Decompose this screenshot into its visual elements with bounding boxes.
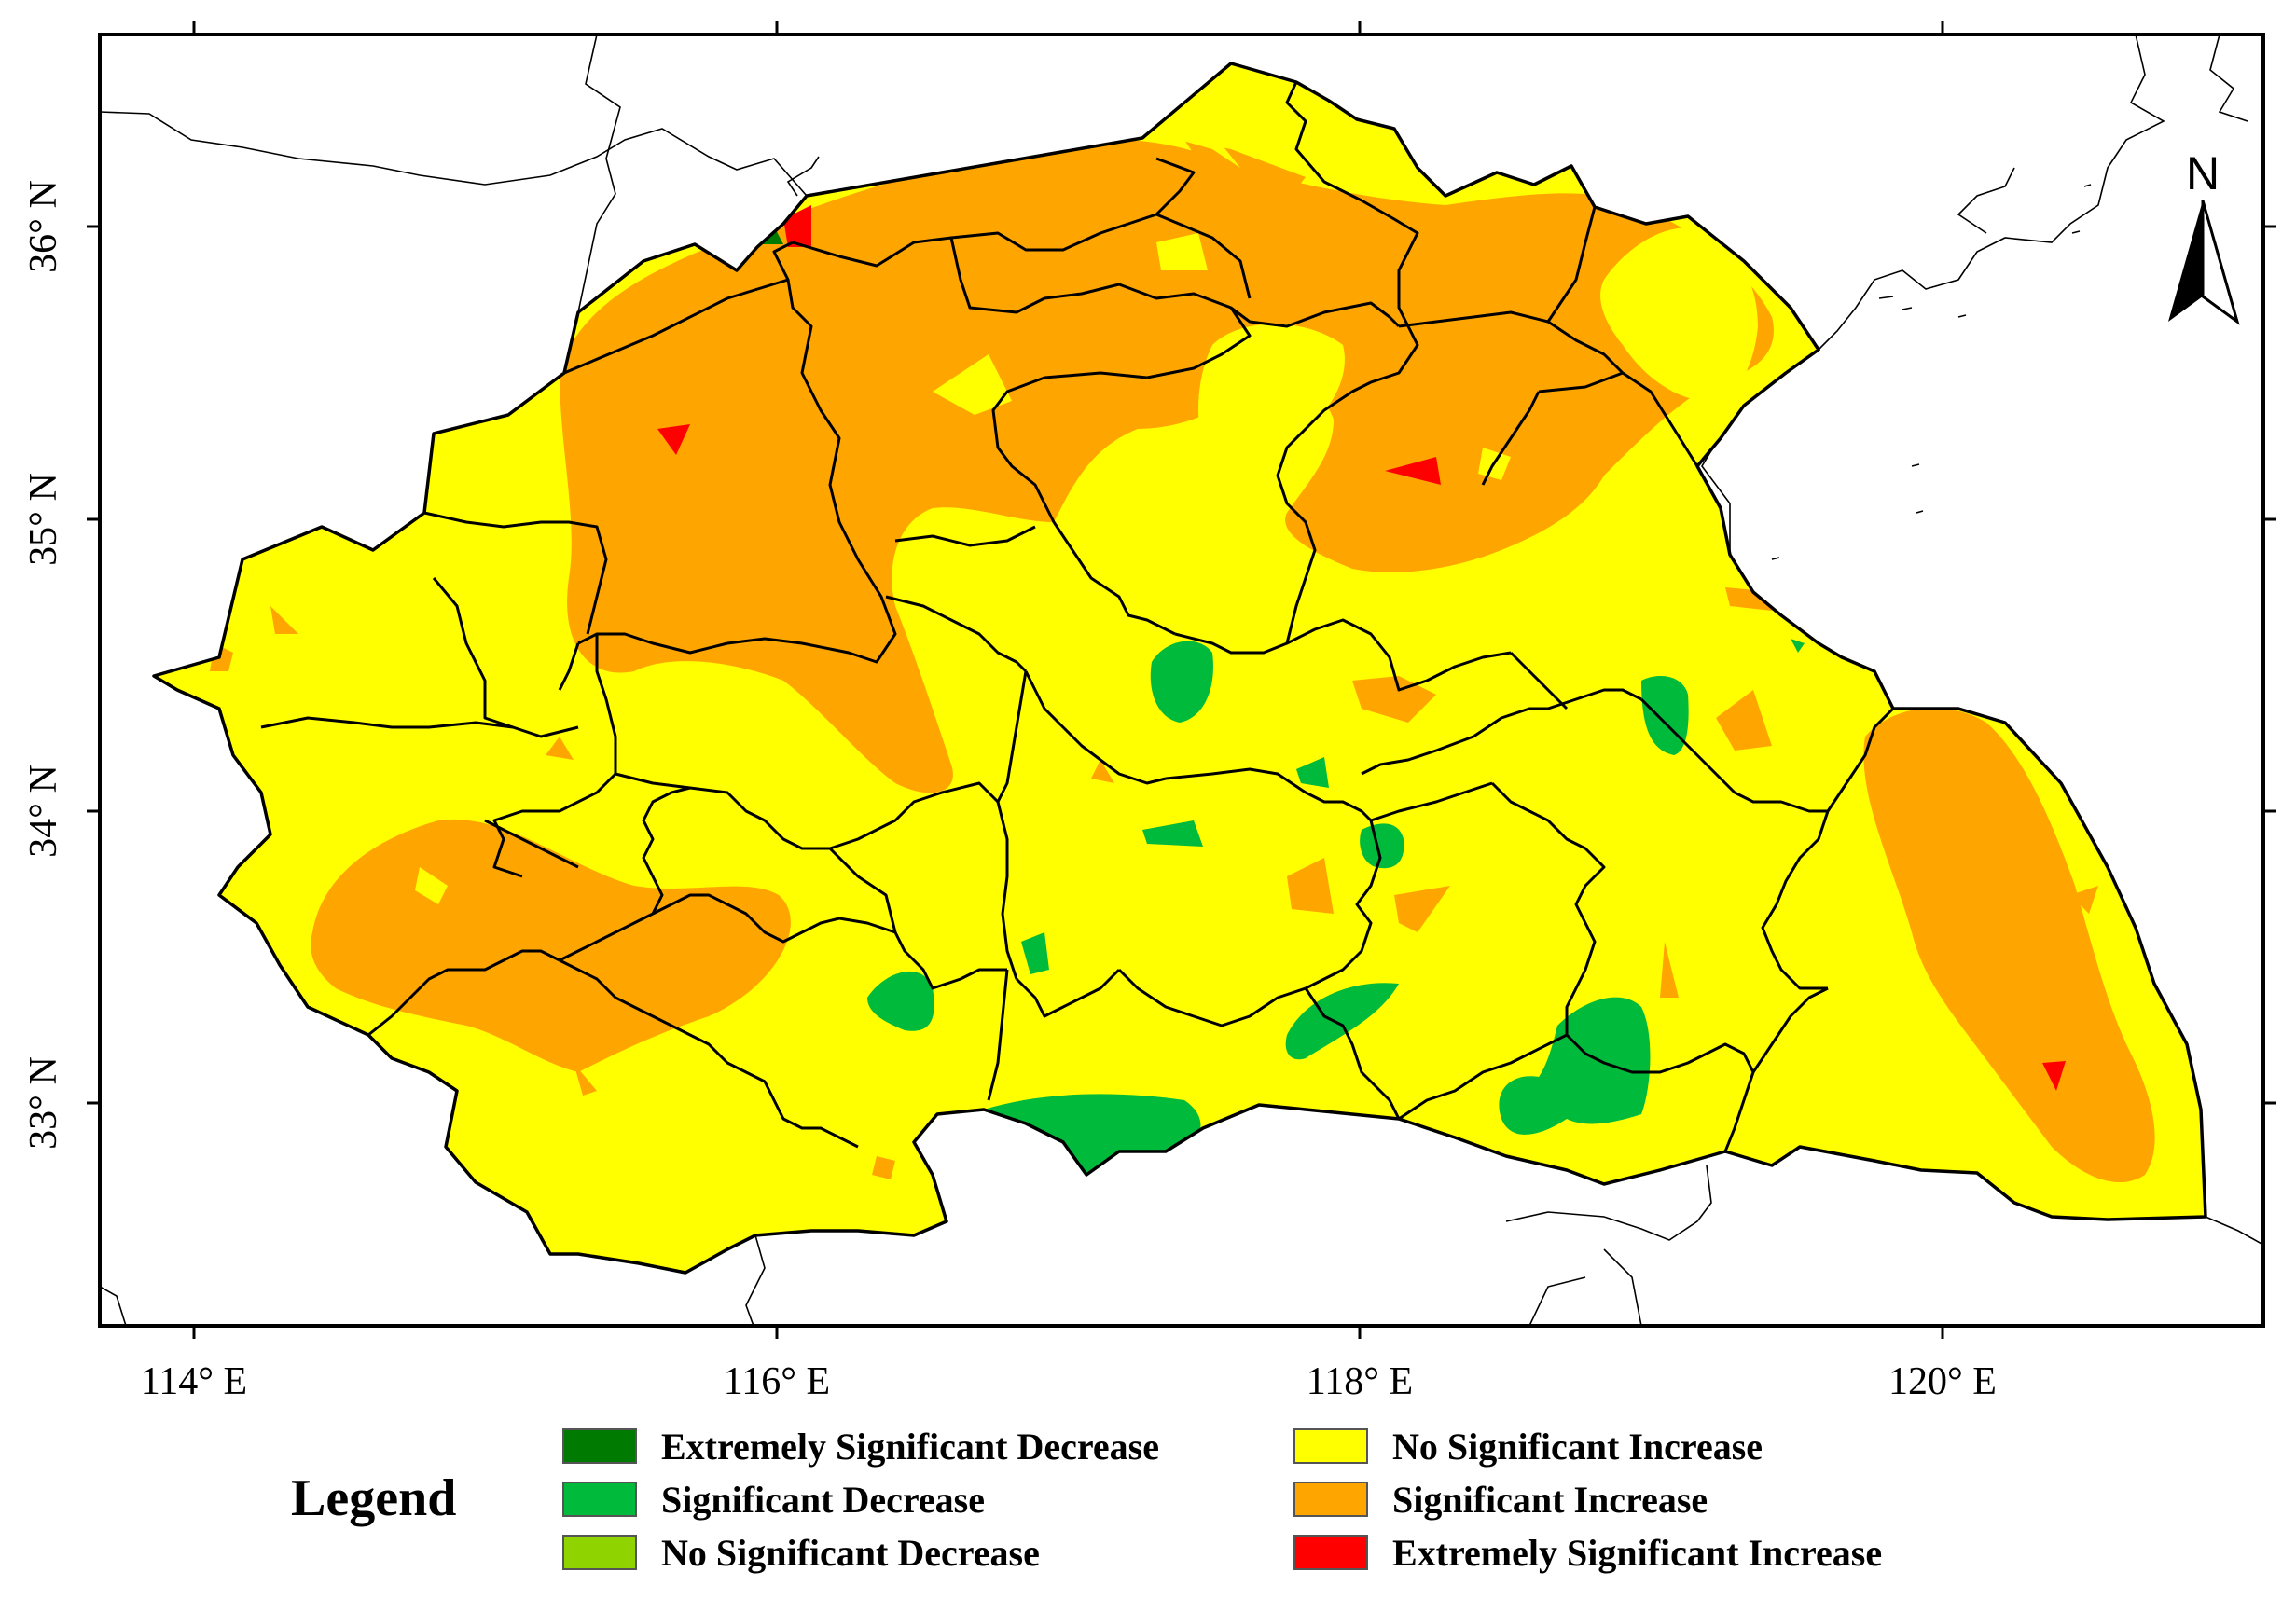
legend-title: Legend — [291, 1469, 457, 1527]
legend-item: Significant Decrease — [562, 1478, 985, 1521]
legend-item: Extremely Significant Increase — [1293, 1531, 1882, 1574]
legend-label: Significant Decrease — [661, 1478, 985, 1521]
legend-label: Extremely Significant Decrease — [661, 1425, 1159, 1468]
x-tick-label: 114° E — [141, 1360, 247, 1403]
x-tick-label: 116° E — [724, 1360, 830, 1403]
prefecture-boundaries — [260, 81, 1895, 1152]
legend-item: No Significant Decrease — [562, 1531, 1040, 1574]
increase-zone-north — [560, 139, 1774, 793]
legend-swatch — [562, 1482, 637, 1517]
y-tick-label: 33° N — [22, 1056, 65, 1150]
legend-item: Significant Increase — [1293, 1478, 1708, 1521]
x-tick-label: 120° E — [1888, 1360, 1997, 1403]
background-boundaries — [100, 34, 2263, 1326]
increase-zone-east — [1863, 708, 2155, 1183]
study-region-outline — [152, 62, 2207, 1275]
y-tick-label: 35° N — [22, 473, 65, 566]
axis-ticks — [87, 21, 2276, 1339]
north-arrow-icon: N — [2168, 147, 2240, 325]
legend-swatch — [562, 1535, 637, 1570]
trend-zones — [210, 121, 2155, 1183]
legend-label: Significant Increase — [1392, 1478, 1708, 1521]
legend-swatch — [1293, 1482, 1368, 1517]
y-tick-label: 34° N — [22, 765, 65, 858]
legend-swatch — [562, 1428, 637, 1464]
y-tick-label: 36° N — [22, 180, 65, 273]
legend-swatch — [1293, 1428, 1368, 1464]
legend-label: Extremely Significant Increase — [1392, 1531, 1883, 1574]
north-label: N — [2186, 147, 2220, 200]
legend-label: No Significant Increase — [1392, 1425, 1763, 1468]
legend-label: No Significant Decrease — [661, 1531, 1040, 1574]
legend-swatch — [1293, 1535, 1368, 1570]
legend-item: No Significant Increase — [1293, 1425, 1763, 1468]
x-tick-label: 118° E — [1307, 1360, 1413, 1403]
legend-item: Extremely Significant Decrease — [562, 1425, 1159, 1468]
